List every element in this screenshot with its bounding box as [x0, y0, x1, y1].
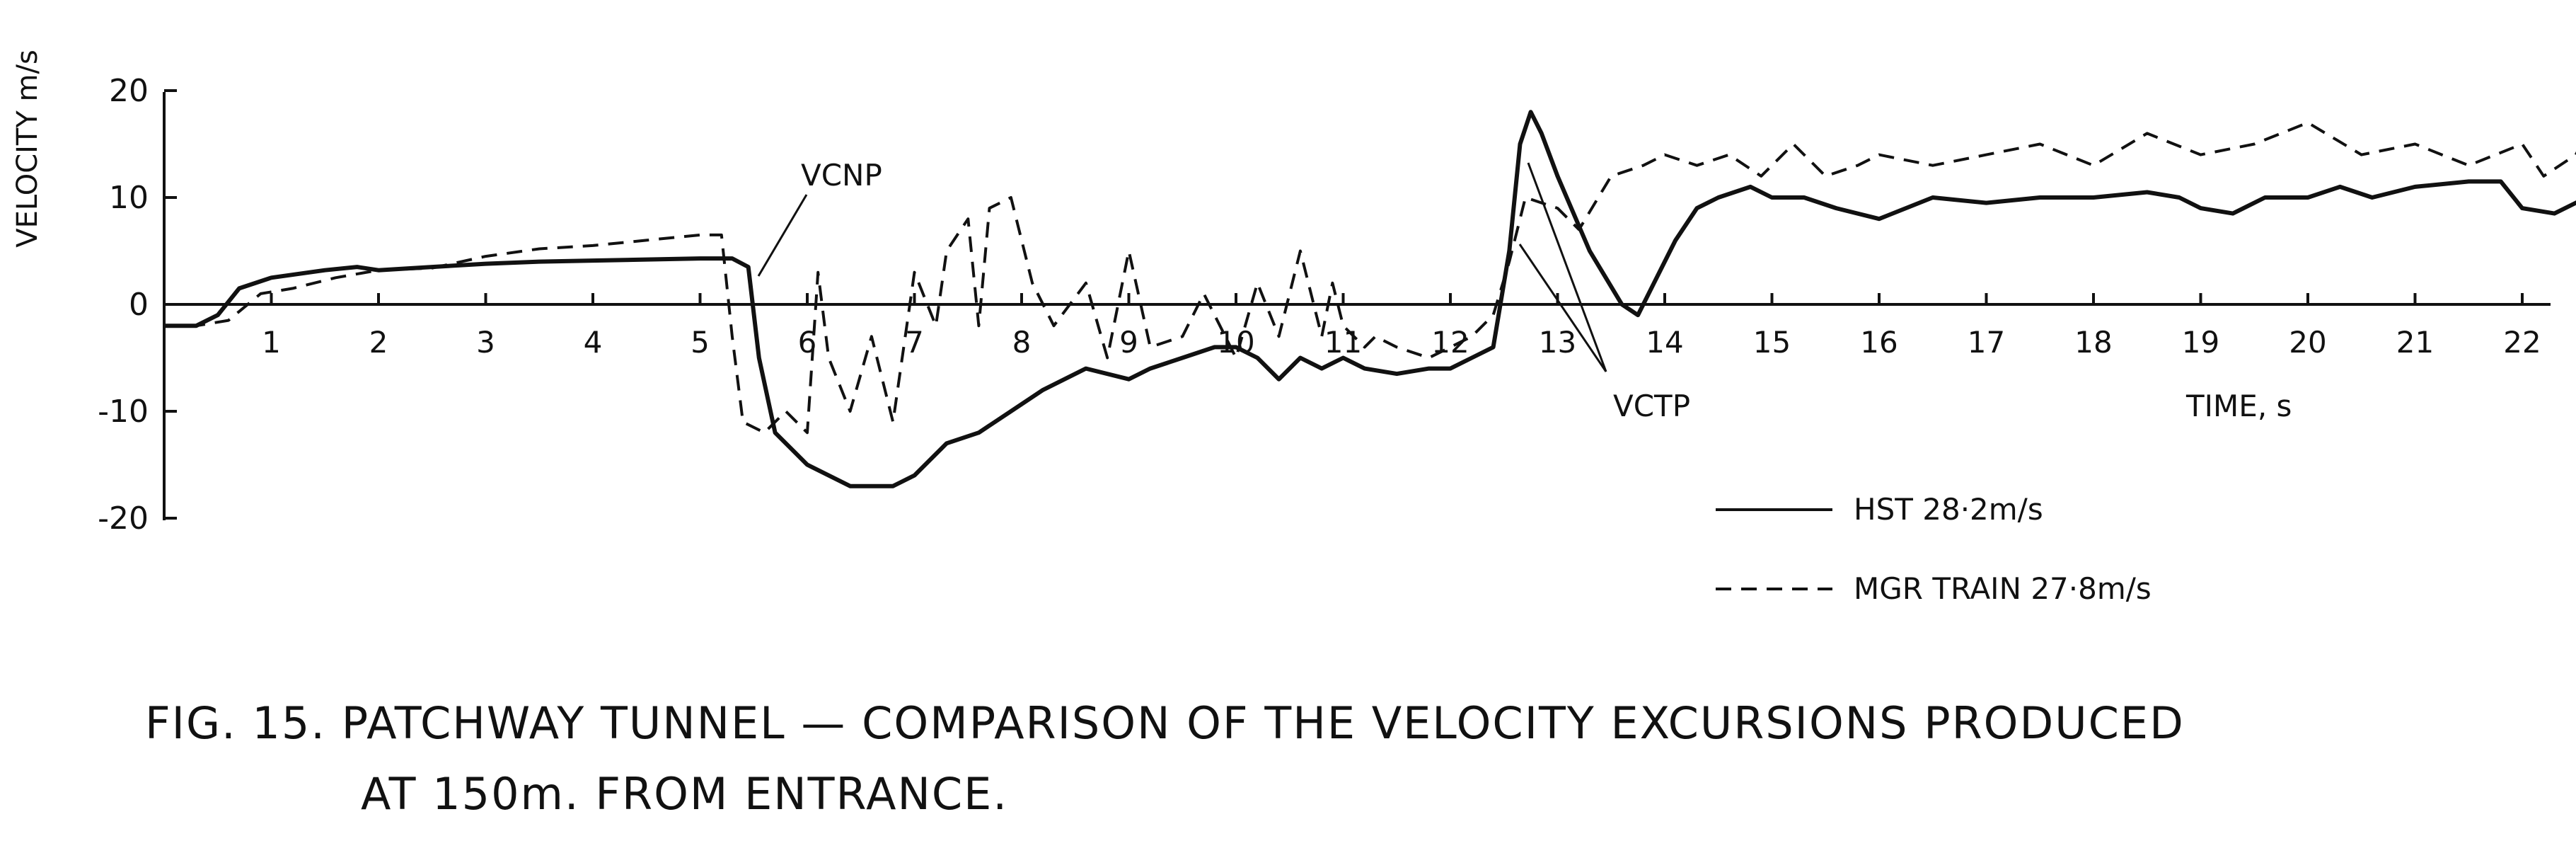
y-tick-label: 10 — [109, 180, 149, 216]
x-tick-label: 11 — [1324, 325, 1362, 360]
x-tick-label: 18 — [2074, 325, 2112, 360]
x-tick-label: 16 — [1860, 325, 1898, 360]
x-tick-label: 9 — [1119, 325, 1138, 360]
y-tick-label: -20 — [98, 500, 149, 537]
y-ticks: -20 -10 0 10 20 — [98, 73, 177, 537]
x-tick-label: 8 — [1012, 325, 1032, 360]
x-tick-label: 2 — [369, 325, 388, 360]
legend-label-mgr-train: MGR TRAIN 27·8m/s — [1854, 571, 2152, 606]
legend: HST 28·2m/s MGR TRAIN 27·8m/s — [1716, 492, 2152, 606]
y-axis-title: VELOCITY m/s — [11, 50, 44, 248]
x-tick-label: 13 — [1539, 325, 1576, 360]
y-tick-label: -10 — [98, 394, 149, 430]
legend-label-hst: HST 28·2m/s — [1854, 492, 2043, 527]
x-ticks: 1 2 3 4 5 6 7 8 9 10 11 12 13 14 15 16 17 18 19 20 21 22 — [262, 293, 2541, 360]
x-axis-title: TIME, s — [2185, 389, 2292, 423]
x-tick-label: 19 — [2182, 325, 2219, 360]
x-tick-label: 17 — [1968, 325, 2005, 360]
x-tick-label: 21 — [2396, 325, 2434, 360]
vctp-leader-line-1 — [1527, 162, 1607, 372]
figure-caption-line-2: AT 150m. FROM ENTRANCE. — [361, 768, 1009, 820]
x-tick-label: 1 — [262, 325, 281, 360]
series-line-mgr-train — [164, 121, 2576, 435]
x-tick-label: 22 — [2503, 325, 2541, 360]
figure-caption-line-1: FIG. 15. PATCHWAY TUNNEL — COMPARISON OF… — [145, 697, 2185, 749]
x-tick-label: 14 — [1646, 325, 1683, 360]
x-tick-label: 15 — [1753, 325, 1791, 360]
x-tick-label: 7 — [905, 325, 924, 360]
vcnp-label: VCNP — [801, 158, 882, 193]
series-line-hst — [164, 110, 2576, 488]
x-tick-label: 5 — [691, 325, 710, 360]
y-tick-label: 0 — [129, 287, 149, 323]
x-tick-label: 3 — [476, 325, 495, 360]
vctp-label: VCTP — [1613, 389, 1690, 423]
vcnp-leader-line — [757, 194, 808, 277]
vctp-leader-line-2 — [1518, 244, 1607, 372]
x-tick-label: 4 — [584, 325, 603, 360]
x-tick-label: 20 — [2289, 325, 2326, 360]
y-tick-label: 20 — [109, 73, 149, 109]
